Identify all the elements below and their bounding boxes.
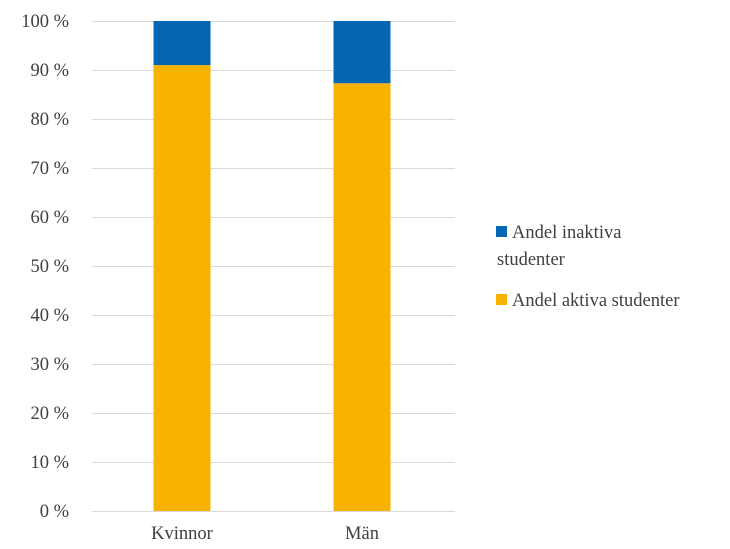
x-axis-category-labels: Kvinnor Män — [151, 524, 379, 544]
y-tick-label: 0 % — [40, 502, 69, 522]
bar-segment-kvinnor-aktiva — [153, 65, 211, 511]
bar-segment-män-aktiva — [333, 83, 391, 511]
legend-swatch — [496, 294, 507, 305]
y-tick-label: 20 % — [30, 404, 69, 424]
x-category-label: Kvinnor — [151, 524, 213, 544]
y-tick-label: 70 % — [30, 159, 69, 179]
y-tick-label: 40 % — [30, 306, 69, 326]
y-tick-label: 60 % — [30, 208, 69, 228]
legend-swatch — [496, 226, 507, 237]
y-tick-label: 10 % — [30, 453, 69, 473]
legend: Andel inaktiva studenter Andel aktiva stud… — [496, 223, 679, 311]
legend-entry: Andel aktiva studenter — [496, 291, 679, 311]
legend-label-line: studenter — [497, 250, 565, 270]
y-tick-label: 80 % — [30, 110, 69, 130]
legend-label-line: Andel aktiva studenter — [512, 291, 679, 311]
y-axis-tick-labels: 0 % 10 % 20 % 30 % 40 % 50 % 60 % 70 % 80 % 90 % 1… — [21, 12, 69, 522]
bars — [153, 21, 391, 511]
bar-segment-män-inaktiva — [333, 21, 391, 84]
legend-entry: Andel inaktiva studenter — [496, 223, 621, 270]
y-tick-label: 90 % — [30, 61, 69, 81]
y-tick-label: 50 % — [30, 257, 69, 277]
bar-segment-kvinnor-inaktiva — [153, 21, 211, 66]
legend-label-line: Andel inaktiva — [512, 223, 621, 243]
y-tick-label: 30 % — [30, 355, 69, 375]
gridlines — [92, 21, 455, 512]
y-tick-label: 100 % — [21, 12, 69, 32]
x-category-label: Män — [345, 524, 379, 544]
